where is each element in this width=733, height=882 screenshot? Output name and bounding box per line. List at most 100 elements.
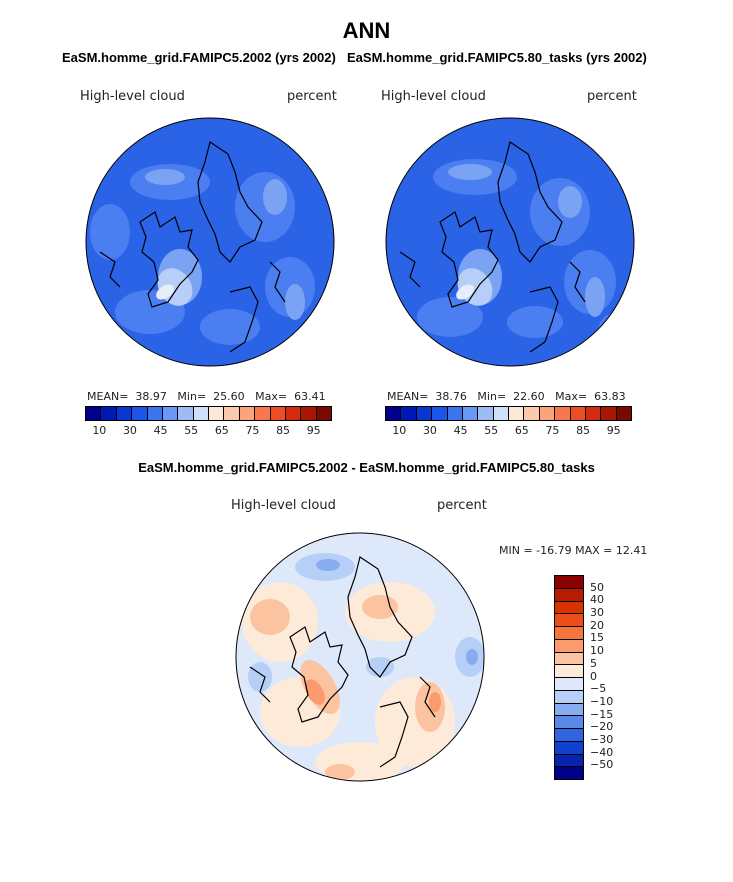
difference-colorbar-swatch-3 (555, 614, 583, 627)
panel-1-units-label: percent (287, 89, 337, 104)
difference-colorbar-swatch-14 (555, 754, 583, 768)
difference-colorbar-label: −40 (590, 745, 614, 759)
panel-2-colorbar-tick-label: 10 (392, 424, 407, 437)
panel-1-mean-label: MEAN= (87, 390, 129, 403)
panel-1-min-label: Min= (177, 390, 207, 403)
difference-colorbar-label: −30 (590, 732, 614, 746)
panel-1-min-value: 25.60 (213, 390, 245, 403)
panel-2-colorbar-swatch-8 (509, 407, 525, 420)
difference-colorbar-label: −10 (590, 694, 614, 708)
panel-2-colorbar-swatch-7 (493, 407, 509, 420)
difference-colorbar-swatch-7 (555, 665, 583, 678)
panel-2-colorbar-swatch-10 (539, 407, 556, 420)
panel-1-max-label: Max= (255, 390, 288, 403)
panel-1-colorbar-swatch-9 (224, 407, 240, 420)
panel-2-colorbar-swatch-5 (462, 407, 479, 420)
panel-1-colorbar-tick-label: 10 (92, 424, 107, 437)
difference-colorbar-label: 30 (590, 606, 604, 620)
panel-1-polar-map (85, 117, 335, 367)
panel-1-colorbar-tick-label: 75 (245, 424, 260, 437)
panel-1-colorbar-swatch-8 (209, 407, 225, 420)
difference-colorbar-label: 40 (590, 593, 604, 607)
panel-2-colorbar-tick-label: 85 (576, 424, 591, 437)
panel-2-colorbar-swatch-0 (386, 407, 402, 420)
panel-1-colorbar-tick-label: 85 (276, 424, 291, 437)
panel-2-polar-map (385, 117, 635, 367)
difference-colorbar-label: 5 (590, 656, 597, 670)
panel-2-colorbar-swatch-2 (416, 407, 433, 420)
panel-2-colorbar-swatch-14 (601, 407, 617, 420)
panel-1-colorbar-swatch-3 (132, 407, 148, 420)
difference-colorbar-swatch-8 (555, 678, 583, 691)
panel-2-mean-value: 38.76 (435, 390, 467, 403)
panel-1-colorbar-swatch-6 (178, 407, 194, 420)
panel-1-colorbar-swatch-12 (270, 407, 286, 420)
panel-2-units-label: percent (587, 89, 637, 104)
panel-1-stats: MEAN= 38.97 Min= 25.60 Max= 63.41 (87, 390, 326, 403)
panel-2-min-value: 22.60 (513, 390, 545, 403)
difference-colorbar-label: −5 (590, 682, 607, 696)
panel-1-colorbar-tick-label: 30 (122, 424, 137, 437)
panel-1-colorbar-swatch-14 (301, 407, 317, 420)
panel-2-stats: MEAN= 38.76 Min= 22.60 Max= 63.83 (387, 390, 626, 403)
panel-2-min-label: Min= (477, 390, 507, 403)
panel-2-colorbar-tick-label: 75 (545, 424, 560, 437)
panel-2-colorbar-swatch-12 (570, 407, 586, 420)
panel-2-colorbar-swatch-3 (432, 407, 448, 420)
panel-1-colorbar-swatch-5 (162, 407, 179, 420)
difference-colorbar-label: −50 (590, 758, 614, 772)
panel-2-colorbar-swatch-4 (447, 407, 463, 420)
difference-colorbar-swatch-15 (555, 767, 583, 779)
panel-1-colorbar-tick-label: 55 (184, 424, 199, 437)
panel-1-max-value: 63.41 (294, 390, 326, 403)
panel-2-colorbar-tick-label: 45 (453, 424, 468, 437)
difference-colorbar-label: −20 (590, 720, 614, 734)
panel-2-mean-label: MEAN= (387, 390, 429, 403)
panel-1-mean-value: 38.97 (135, 390, 167, 403)
difference-colorbar-swatch-5 (555, 639, 583, 653)
panel-1-colorbar (85, 406, 332, 421)
difference-colorbar-label: 0 (590, 669, 597, 683)
panel-2-colorbar-swatch-15 (616, 407, 631, 420)
panel-1-colorbar-swatch-1 (101, 407, 117, 420)
panel-1-variable-label: High-level cloud (80, 89, 185, 104)
difference-colorbar-swatch-2 (555, 601, 583, 615)
panel-2-colorbar-ticks: 10 30 45 55 65 75 85 95 (385, 424, 630, 438)
panel-1-colorbar-swatch-11 (255, 407, 271, 420)
panel-2-colorbar-swatch-9 (524, 407, 540, 420)
panel-1-colorbar-swatch-2 (116, 407, 133, 420)
panel-1-colorbar-swatch-10 (239, 407, 256, 420)
panel-2-colorbar-swatch-11 (555, 407, 571, 420)
difference-polar-map (235, 532, 485, 782)
panel-2-variable-label: High-level cloud (381, 89, 486, 104)
difference-colorbar-swatch-6 (555, 652, 583, 666)
panel-2-colorbar-swatch-13 (585, 407, 602, 420)
difference-colorbar-labels: 50 40 30 20 15 10 5 0 −5 −10 −15 −20 −30 −40 −50 (590, 575, 650, 778)
panel-1-colorbar-tick-label: 95 (306, 424, 321, 437)
difference-colorbar-label: 20 (590, 618, 604, 632)
difference-colorbar-swatch-0 (555, 576, 583, 589)
figure-title: ANN (342, 18, 391, 43)
panel-1-colorbar-swatch-0 (86, 407, 102, 420)
panel-1-colorbar-swatch-7 (193, 407, 209, 420)
panel-1-colorbar-swatch-15 (316, 407, 331, 420)
difference-colorbar-label: 50 (590, 580, 604, 594)
difference-colorbar-swatch-11 (555, 716, 583, 729)
panel-2-title: EaSM.homme_grid.FAMIPC5.80_tasks (yrs 20… (347, 50, 647, 65)
panel-1-colorbar-ticks: 10 30 45 55 65 75 85 95 (85, 424, 330, 438)
difference-colorbar-swatch-1 (555, 588, 583, 602)
difference-colorbar-swatch-13 (555, 741, 583, 755)
difference-title: EaSM.homme_grid.FAMIPC5.2002 - EaSM.homm… (138, 460, 595, 475)
panel-1-colorbar-swatch-13 (285, 407, 302, 420)
difference-variable-label: High-level cloud (231, 498, 336, 513)
difference-colorbar-swatch-9 (555, 690, 583, 704)
difference-colorbar-label: −15 (590, 707, 614, 721)
panel-2-colorbar-tick-label: 65 (514, 424, 529, 437)
panel-2-max-label: Max= (555, 390, 588, 403)
panel-1-colorbar-swatch-4 (147, 407, 163, 420)
difference-colorbar (554, 575, 584, 780)
difference-colorbar-swatch-10 (555, 703, 583, 717)
panel-2-colorbar-tick-label: 55 (484, 424, 499, 437)
panel-2-max-value: 63.83 (594, 390, 626, 403)
panel-2-colorbar-swatch-1 (401, 407, 417, 420)
